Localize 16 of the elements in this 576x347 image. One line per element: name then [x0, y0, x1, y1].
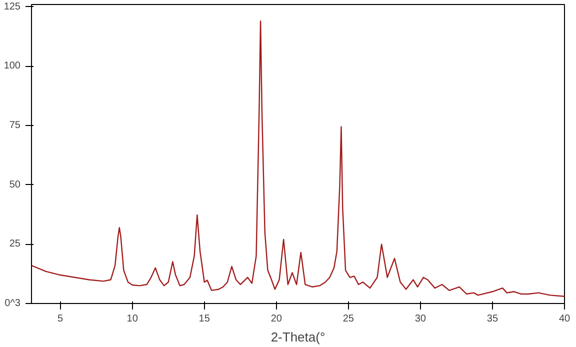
- y-tick-label: 100: [4, 60, 21, 72]
- x-tick-label: 20: [270, 314, 282, 324]
- y-tick-label: 0^3: [4, 298, 21, 309]
- x-tick-label: 15: [198, 314, 210, 324]
- x-tick-label: 30: [414, 314, 426, 324]
- y-tick-label: 75: [9, 120, 21, 132]
- x-tick-label: 40: [558, 314, 570, 324]
- y-tick-label: 25: [9, 238, 21, 250]
- x-tick-label: 10: [126, 314, 138, 324]
- y-tick-label: 125: [4, 1, 21, 12]
- x-tick-label: 5: [58, 314, 64, 324]
- line-series: [32, 20, 564, 297]
- x-axis-title: 2-Theta(°: [270, 330, 326, 344]
- x-tick-label: 25: [342, 314, 354, 324]
- y-tick-label: 50: [9, 179, 21, 190]
- x-tick-label: 35: [486, 314, 498, 324]
